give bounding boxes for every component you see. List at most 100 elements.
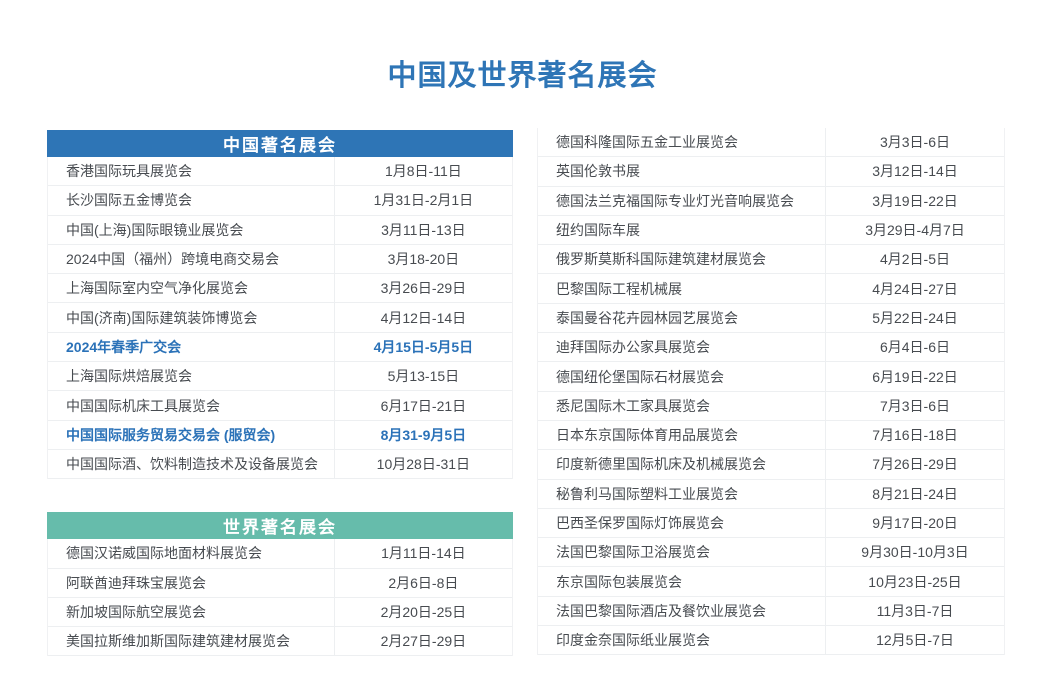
table-row: 德国纽伦堡国际石材展览会 6月19日-22日 bbox=[538, 362, 1004, 392]
exhibition-name: 东京国际包装展览会 bbox=[538, 567, 826, 596]
exhibition-date: 10月28日-31日 bbox=[376, 456, 471, 473]
exhibition-date: 4月2日-5日 bbox=[879, 251, 950, 268]
exhibition-name: 上海国际烘焙展览会 bbox=[48, 362, 335, 391]
exhibition-name: 新加坡国际航空展览会 bbox=[48, 597, 335, 627]
table-row: 印度金奈国际纸业展览会 12月5日-7日 bbox=[538, 626, 1004, 656]
table-row: 法国巴黎国际酒店及餐饮业展览会 11月3日-7日 bbox=[538, 596, 1004, 627]
table-row: 法国巴黎国际卫浴展览会 9月30日-10月3日 bbox=[538, 538, 1004, 568]
exhibition-date: 7月3日-6日 bbox=[879, 397, 950, 414]
table-row: 上海国际烘焙展览会 5月13-15日 bbox=[48, 362, 512, 392]
table-row: 2024中国（福州）跨境电商交易会 3月18-20日 bbox=[48, 244, 512, 275]
exhibition-date: 6月17日-21日 bbox=[380, 397, 467, 414]
exhibition-name: 法国巴黎国际卫浴展览会 bbox=[538, 538, 826, 567]
exhibition-date: 3月18-20日 bbox=[387, 251, 460, 268]
exhibition-name: 德国汉诺威国际地面材料展览会 bbox=[48, 539, 335, 568]
exhibition-name: 长沙国际五金博览会 bbox=[48, 186, 335, 215]
exhibition-date: 1月8日-11日 bbox=[384, 163, 462, 180]
exhibition-date: 1月31日-2月1日 bbox=[373, 192, 474, 209]
exhibition-name: 中国国际服务贸易交易会 (服贸会) bbox=[48, 420, 335, 449]
exhibition-name: 中国国际机床工具展览会 bbox=[48, 391, 335, 420]
exhibition-name: 俄罗斯莫斯科国际建筑建材展览会 bbox=[538, 245, 826, 274]
exhibition-name: 阿联酋迪拜珠宝展览会 bbox=[48, 568, 335, 597]
table-row: 德国法兰克福国际专业灯光音响展览会 3月19日-22日 bbox=[538, 186, 1004, 216]
exhibition-date: 3月11日-13日 bbox=[381, 221, 466, 238]
exhibition-name: 2024中国（福州）跨境电商交易会 bbox=[48, 244, 335, 274]
world-exhibitions-table: 世界著名展会 德国汉诺威国际地面材料展览会 1月11日-14日 阿联酋迪拜珠宝展… bbox=[47, 512, 513, 657]
table-row: 中国国际服务贸易交易会 (服贸会) 8月31-9月5日 bbox=[48, 420, 512, 450]
table-row: 阿联酋迪拜珠宝展览会 2月6日-8日 bbox=[48, 568, 512, 598]
exhibition-date: 11月3日-7日 bbox=[876, 602, 954, 619]
table-row: 新加坡国际航空展览会 2月20日-25日 bbox=[48, 597, 512, 628]
exhibition-name: 纽约国际车展 bbox=[538, 215, 826, 245]
exhibition-name: 上海国际室内空气净化展览会 bbox=[48, 274, 335, 303]
exhibition-name: 英国伦敦书展 bbox=[538, 157, 826, 186]
exhibition-name: 美国拉斯维加斯国际建筑建材展览会 bbox=[48, 627, 335, 656]
table-row: 俄罗斯莫斯科国际建筑建材展览会 4月2日-5日 bbox=[538, 245, 1004, 275]
exhibition-name: 2024年春季广交会 bbox=[48, 332, 335, 362]
table-row: 纽约国际车展 3月29日-4月7日 bbox=[538, 215, 1004, 246]
exhibition-name: 香港国际玩具展览会 bbox=[48, 157, 335, 186]
exhibition-name: 秘鲁利马国际塑料工业展览会 bbox=[538, 479, 826, 508]
table-row: 巴黎国际工程机械展 4月24日-27日 bbox=[538, 274, 1004, 304]
exhibition-name: 法国巴黎国际酒店及餐饮业展览会 bbox=[538, 596, 826, 626]
right-column: 德国科隆国际五金工业展览会 3月3日-6日 英国伦敦书展 3月12日-14日 德… bbox=[537, 128, 1005, 656]
table-row: 上海国际室内空气净化展览会 3月26日-29日 bbox=[48, 274, 512, 304]
exhibition-date: 9月30日-10月3日 bbox=[861, 544, 969, 561]
table-row: 泰国曼谷花卉园林园艺展览会 5月22日-24日 bbox=[538, 303, 1004, 334]
table-row: 英国伦敦书展 3月12日-14日 bbox=[538, 157, 1004, 187]
china-table-body: 香港国际玩具展览会 1月8日-11日 长沙国际五金博览会 1月31日-2月1日 … bbox=[47, 157, 513, 480]
table-row: 长沙国际五金博览会 1月31日-2月1日 bbox=[48, 186, 512, 216]
exhibition-date: 6月4日-6日 bbox=[879, 339, 950, 356]
exhibition-date: 4月15日-5月5日 bbox=[373, 338, 474, 355]
table-row: 2024年春季广交会 4月15日-5月5日 bbox=[48, 332, 512, 363]
exhibition-name: 巴黎国际工程机械展 bbox=[538, 274, 826, 303]
exhibition-date: 3月26日-29日 bbox=[380, 280, 467, 297]
table-row: 悉尼国际木工家具展览会 7月3日-6日 bbox=[538, 391, 1004, 421]
exhibition-name: 德国法兰克福国际专业灯光音响展览会 bbox=[538, 186, 826, 215]
exhibition-name: 中国(上海)国际眼镜业展览会 bbox=[48, 215, 335, 244]
exhibition-date: 4月12日-14日 bbox=[380, 309, 467, 326]
table-row: 日本东京国际体育用品展览会 7月16日-18日 bbox=[538, 420, 1004, 451]
table-row: 巴西圣保罗国际灯饰展览会 9月17日-20日 bbox=[538, 508, 1004, 539]
table-row: 东京国际包装展览会 10月23日-25日 bbox=[538, 567, 1004, 597]
world-exhibitions-table-continued: 德国科隆国际五金工业展览会 3月3日-6日 英国伦敦书展 3月12日-14日 德… bbox=[537, 128, 1005, 656]
table-row: 中国(上海)国际眼镜业展览会 3月11日-13日 bbox=[48, 215, 512, 245]
exhibition-date: 8月21日-24日 bbox=[872, 485, 958, 502]
exhibition-date: 4月24日-27日 bbox=[872, 280, 958, 297]
exhibition-date: 3月3日-6日 bbox=[879, 134, 950, 151]
exhibition-date: 1月11日-14日 bbox=[381, 545, 466, 562]
china-exhibitions-table: 中国著名展会 香港国际玩具展览会 1月8日-11日 长沙国际五金博览会 1月31… bbox=[47, 130, 513, 480]
table-row: 印度新德里国际机床及机械展览会 7月26日-29日 bbox=[538, 450, 1004, 480]
exhibition-date: 9月17日-20日 bbox=[872, 515, 958, 531]
exhibition-date: 6月19日-22日 bbox=[872, 368, 958, 385]
exhibition-date: 3月12日-14日 bbox=[872, 163, 958, 180]
world-table-header: 世界著名展会 bbox=[47, 512, 513, 540]
exhibition-date: 3月29日-4月7日 bbox=[865, 222, 965, 239]
exhibition-date: 5月22日-24日 bbox=[872, 309, 958, 326]
page-title: 中国及世界著名展会 bbox=[387, 60, 658, 92]
exhibition-date: 12月5日-7日 bbox=[876, 632, 954, 649]
exhibition-date: 5月13-15日 bbox=[387, 368, 460, 385]
left-column: 中国著名展会 香港国际玩具展览会 1月8日-11日 长沙国际五金博览会 1月31… bbox=[47, 130, 513, 657]
exhibition-name: 中国国际酒、饮料制造技术及设备展览会 bbox=[48, 449, 335, 479]
exhibition-name: 中国(济南)国际建筑装饰博览会 bbox=[48, 303, 335, 332]
exhibition-name: 巴西圣保罗国际灯饰展览会 bbox=[538, 508, 826, 538]
exhibition-date: 10月23日-25日 bbox=[868, 573, 962, 590]
table-row: 中国国际酒、饮料制造技术及设备展览会 10月28日-31日 bbox=[48, 449, 512, 480]
section-gap bbox=[47, 479, 513, 512]
exhibition-date: 2月20日-25日 bbox=[380, 604, 467, 620]
table-row: 德国科隆国际五金工业展览会 3月3日-6日 bbox=[538, 128, 1004, 158]
table-row: 中国(济南)国际建筑装饰博览会 4月12日-14日 bbox=[48, 303, 512, 333]
exhibition-date: 2月27日-29日 bbox=[380, 633, 467, 650]
table-row: 美国拉斯维加斯国际建筑建材展览会 2月27日-29日 bbox=[48, 627, 512, 657]
world-table-continued-body: 德国科隆国际五金工业展览会 3月3日-6日 英国伦敦书展 3月12日-14日 德… bbox=[537, 128, 1005, 656]
exhibition-name: 德国纽伦堡国际石材展览会 bbox=[538, 362, 826, 391]
exhibition-date: 8月31-9月5日 bbox=[380, 426, 467, 443]
china-table-header: 中国著名展会 bbox=[47, 130, 513, 157]
table-row: 迪拜国际办公家具展览会 6月4日-6日 bbox=[538, 333, 1004, 363]
table-row: 中国国际机床工具展览会 6月17日-21日 bbox=[48, 391, 512, 421]
exhibition-name: 日本东京国际体育用品展览会 bbox=[538, 420, 826, 450]
exhibition-name: 迪拜国际办公家具展览会 bbox=[538, 333, 826, 362]
world-table-body: 德国汉诺威国际地面材料展览会 1月11日-14日 阿联酋迪拜珠宝展览会 2月6日… bbox=[47, 539, 513, 657]
exhibition-date: 3月19日-22日 bbox=[872, 192, 958, 209]
